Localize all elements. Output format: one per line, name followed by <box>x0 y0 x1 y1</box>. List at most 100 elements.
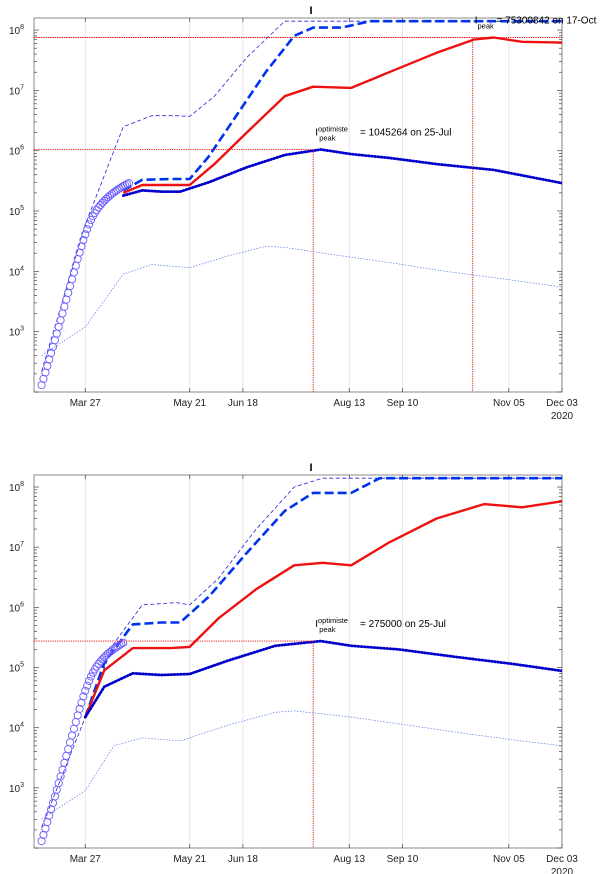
observed-point <box>37 837 46 846</box>
axes-frame <box>33 474 563 849</box>
plot-area <box>34 19 562 392</box>
x-tick-label: May 21 <box>173 398 206 409</box>
y-tick-label: 104 <box>9 722 24 735</box>
observed-point <box>67 275 77 284</box>
x-tick-label: Jun 18 <box>228 854 258 865</box>
peak-annotation: Ipeak = 75300842 on 17-Oct <box>475 15 597 30</box>
x-tick-label: Aug 13 <box>333 854 365 865</box>
x-tick-label: Nov 05 <box>493 398 525 409</box>
observed-point <box>117 639 126 648</box>
series-dashed-upper-line <box>84 476 562 718</box>
x-tick-label: Nov 05 <box>493 854 525 865</box>
observed-point <box>60 758 69 767</box>
series-thin-upper-line <box>41 477 562 828</box>
series-dashed-upper-line <box>122 19 562 192</box>
x-tick-label: Aug 13 <box>333 398 365 409</box>
observed-point <box>77 698 86 707</box>
observed-point <box>62 751 71 760</box>
y-tick-label: 106 <box>9 145 24 158</box>
x-tick-label: May 21 <box>173 854 206 865</box>
observed-point <box>41 824 50 833</box>
observed-point <box>79 692 88 701</box>
x-tick-label: Dec 03 <box>546 854 578 865</box>
observed-point <box>64 745 73 754</box>
observed-point <box>58 765 67 774</box>
peak-annotation: Ioptimiste peak = 1045264 on 25-Jul <box>315 125 451 143</box>
observed-point <box>69 268 78 277</box>
observed-point <box>60 302 69 311</box>
observed-point <box>64 288 73 297</box>
y-tick-label: 105 <box>9 662 24 675</box>
x-tick-label: Dec 03 <box>546 398 578 409</box>
y-tick-label: 104 <box>9 265 24 278</box>
observed-point <box>92 662 101 671</box>
observed-point <box>123 180 132 189</box>
y-tick-label: 108 <box>9 24 24 37</box>
x-tick-label: Mar 27 <box>70 398 102 409</box>
y-tick-label: 106 <box>9 601 24 614</box>
series-dotted-optimiste-line <box>121 148 562 197</box>
year-label: 2020 <box>551 867 574 874</box>
x-tick-label: Sep 10 <box>387 854 419 865</box>
observed-point <box>58 309 67 318</box>
x-tick-label: Jun 18 <box>228 398 258 409</box>
y-tick-label: 103 <box>9 326 24 339</box>
y-tick-label: 105 <box>9 205 24 218</box>
observed-point <box>77 242 86 251</box>
series-solid-central-line <box>84 500 562 718</box>
observed-point <box>71 261 80 270</box>
observed-point <box>92 205 101 215</box>
observed-point <box>54 779 63 788</box>
y-tick-label: 108 <box>9 481 24 494</box>
observed-point <box>67 731 77 740</box>
observed-point <box>124 179 134 188</box>
observed-point <box>85 676 94 685</box>
y-tick-label: 107 <box>9 84 24 97</box>
observed-point <box>81 230 90 239</box>
observed-point <box>50 336 59 345</box>
chart-panel-2: 103 104 105 106 107 108 Mar 27 May 21 Jun 18 Aug … <box>9 462 578 874</box>
observed-point <box>37 381 46 390</box>
observed-point <box>81 686 90 695</box>
y-tick-label: 107 <box>9 541 24 554</box>
chart-panel-1: 103 104 105 106 107 108 Mar 27 May 21 Jun 18 Aug … <box>9 5 597 422</box>
observed-point <box>86 672 96 681</box>
observed-point <box>96 200 105 210</box>
observed-point <box>48 798 58 808</box>
observed-point <box>66 738 75 747</box>
observed-point <box>54 322 63 331</box>
observed-point <box>119 638 128 647</box>
x-tick-label: Mar 27 <box>70 854 102 865</box>
series-solid-central-line <box>122 36 562 195</box>
observed-point <box>41 368 50 377</box>
observed-point <box>85 220 94 229</box>
x-tick-label: Sep 10 <box>387 398 419 409</box>
series-dotted-optimiste-line <box>83 639 562 719</box>
chart-title: I <box>309 462 312 474</box>
observed-point <box>86 215 96 225</box>
observed-point <box>71 718 80 727</box>
series-thin-lower-line <box>41 710 562 820</box>
observed-point <box>39 830 48 839</box>
observed-point <box>83 225 92 234</box>
peak-annotation: Ioptimiste peak = 275000 on 25-Jul <box>315 616 446 634</box>
observed-point <box>83 681 92 690</box>
observed-point <box>56 316 65 325</box>
series-thin-upper-line <box>41 20 562 372</box>
observed-point <box>75 248 84 257</box>
observed-point <box>52 329 61 338</box>
observed-point <box>96 657 105 666</box>
observed-point <box>121 181 130 190</box>
observed-point <box>39 374 48 383</box>
chart-title: I <box>309 5 312 17</box>
observed-point <box>75 704 84 713</box>
observed-point <box>66 282 75 291</box>
plot-area <box>34 476 562 848</box>
axes-frame <box>33 17 563 393</box>
observed-point <box>47 349 56 358</box>
observed-point <box>62 295 71 304</box>
observed-point <box>47 805 56 814</box>
y-tick-label: 103 <box>9 782 24 795</box>
series-thin-lower-line <box>41 245 562 356</box>
